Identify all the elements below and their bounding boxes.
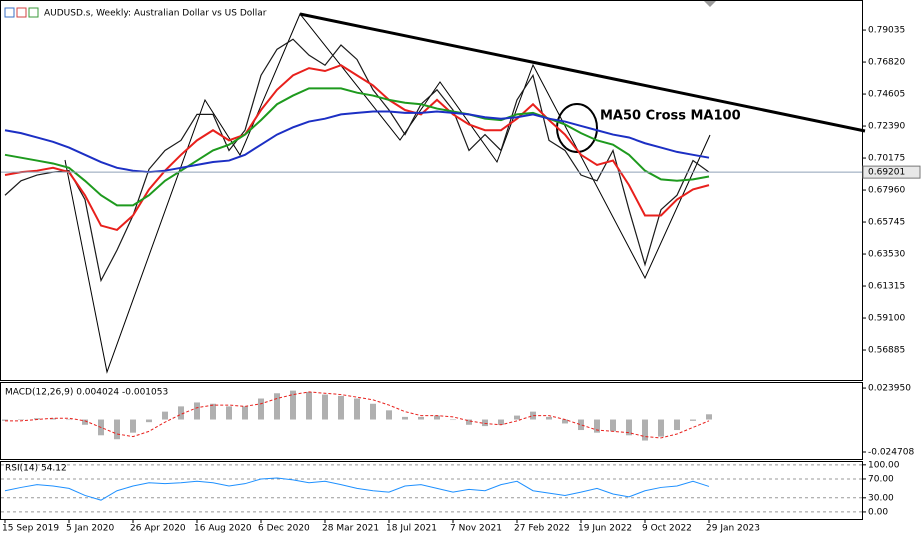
x-tick-label: 19 Jun 2022 [578, 524, 632, 534]
macd-bar [434, 415, 440, 420]
macd-bar [530, 411, 536, 420]
macd-bar [290, 390, 296, 420]
macd-bar [2, 419, 8, 421]
x-tick-label: 27 Feb 2022 [514, 524, 570, 534]
y-tick-label: 0.63530 [868, 250, 905, 260]
shift-marker [704, 1, 716, 7]
price-line [4, 38, 710, 283]
y-tick-label: 0.023950 [868, 384, 911, 394]
y-tick-label: 70.00 [868, 474, 894, 484]
header-icons [4, 7, 39, 18]
last-price-label: 0.69201 [868, 168, 905, 178]
macd-bar [610, 419, 616, 432]
price-line [4, 87, 710, 207]
macd-bar [50, 418, 56, 420]
macd-bar [466, 419, 472, 425]
price-line [4, 64, 710, 232]
macd-bar [210, 403, 216, 420]
y-tick-label: 0.00 [868, 507, 888, 517]
x-tick-label: 6 Dec 2020 [258, 524, 310, 534]
macd-bar [706, 414, 712, 420]
x-tick-label: 28 Mar 2021 [322, 524, 379, 534]
zigzag [64, 13, 711, 374]
macd-bar [162, 411, 168, 420]
x-tick-label: 15 Sep 2019 [2, 524, 59, 534]
y-tick-label: 0.79035 [868, 26, 905, 36]
macd-bar [658, 419, 664, 437]
macd-bar [642, 419, 648, 441]
price-panel [0, 0, 863, 381]
x-tick-label: 16 Aug 2020 [194, 524, 252, 534]
macd-bar [386, 410, 392, 420]
macd-bar [82, 419, 88, 425]
macd-bar [578, 419, 584, 431]
macd-bar [354, 398, 360, 420]
macd-bar [594, 419, 600, 433]
macd-bar [514, 415, 520, 420]
chart-title: AUDUSD.s, Weekly: Australian Dollar vs U… [44, 9, 267, 19]
x-tick-label: 9 Oct 2022 [642, 524, 692, 534]
y-tick-label: 0.56885 [868, 346, 905, 356]
y-tick-label: 0.74605 [868, 90, 905, 100]
y-tick-label: 0.67960 [868, 186, 905, 196]
macd-bar [690, 419, 696, 421]
panel-title: MACD(12,26,9) 0.004024 -0.001053 [5, 388, 168, 398]
y-tick-label: 0.76820 [868, 58, 905, 68]
y-tick-label: 100.00 [868, 460, 900, 470]
y-tick-label: 0.70175 [868, 154, 905, 164]
y-tick-label: 0.61315 [868, 282, 905, 292]
macd-bar [338, 395, 344, 420]
macd-bar [66, 419, 72, 421]
y-tick-label: -0.024708 [868, 447, 914, 457]
macd-bar [322, 394, 328, 420]
macd-bar [482, 419, 488, 427]
macd-bar [498, 419, 504, 425]
annotation: MA50 Cross MA100 [600, 109, 741, 124]
macd-bar [450, 419, 456, 421]
x-tick-label: 29 Jan 2023 [706, 524, 760, 534]
x-tick-label: 26 Apr 2020 [130, 524, 186, 534]
macd-bar [402, 416, 408, 420]
y-tick-label: 0.65745 [868, 218, 905, 228]
macd-bar [130, 419, 136, 433]
trend-line [299, 12, 866, 133]
macd-bar [626, 419, 632, 436]
y-tick-label: 0.59100 [868, 314, 905, 324]
macd-bar [194, 402, 200, 420]
rsi-panel [0, 461, 863, 520]
macd-bar [306, 391, 312, 420]
macd-bar [242, 406, 248, 420]
macd-bar [258, 398, 264, 420]
macd-bar [178, 406, 184, 420]
macd-bar [674, 419, 680, 431]
macd-bar [146, 419, 152, 423]
rsi-line [4, 477, 710, 501]
macd-bar [562, 419, 568, 424]
y-tick-label: 0.72390 [868, 122, 905, 132]
macd-bar [18, 419, 24, 421]
macd-bar [418, 416, 424, 420]
signal-line [5, 391, 710, 439]
macd-bar [274, 393, 280, 420]
price-line [4, 110, 710, 174]
macd-bar [34, 418, 40, 420]
macd-bar [370, 403, 376, 420]
y-tick-label: 30.00 [868, 493, 894, 503]
x-tick-label: 18 Jul 2021 [386, 524, 437, 534]
panel-title: RSI(14) 54.12 [5, 464, 67, 474]
macd-bar [546, 416, 552, 420]
x-tick-label: 5 Jan 2020 [66, 524, 114, 534]
macd-bar [114, 419, 120, 440]
last-price-box [862, 165, 921, 179]
macd-panel [0, 382, 863, 460]
macd-bar [226, 406, 232, 420]
x-tick-label: 7 Nov 2021 [450, 524, 502, 534]
